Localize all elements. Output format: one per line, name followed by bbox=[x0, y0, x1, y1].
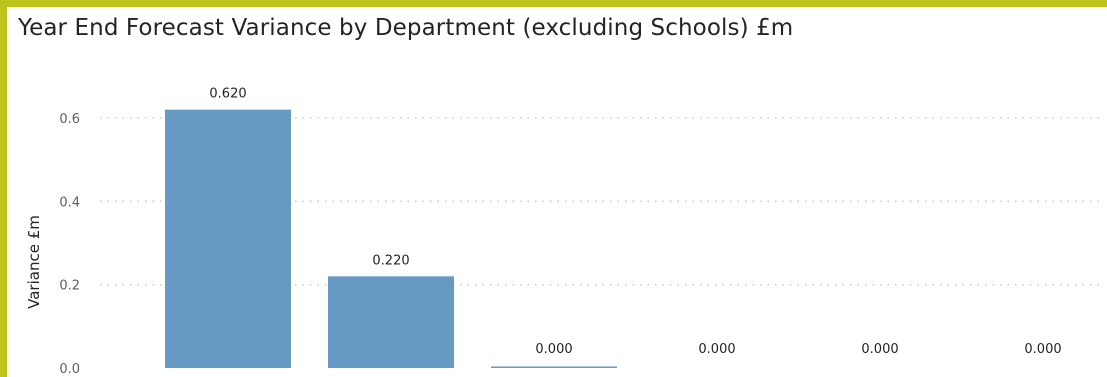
visual-border-top bbox=[0, 0, 1107, 7]
y-axis-ticks: 0.0 0.2 0.4 0.6 bbox=[59, 112, 80, 377]
bar bbox=[491, 366, 617, 368]
bar-data-label: 0.000 bbox=[861, 342, 898, 357]
y-tick-label: 0.2 bbox=[59, 279, 80, 294]
bar bbox=[165, 109, 291, 369]
chart-title: Year End Forecast Variance by Department… bbox=[18, 15, 794, 41]
bar-data-label: 0.000 bbox=[1024, 342, 1061, 357]
visual-border-left bbox=[0, 0, 7, 377]
data-labels: 0.620 0.220 0.000 0.000 0.000 0.000 bbox=[209, 87, 1061, 357]
bar-data-label: 0.000 bbox=[698, 342, 735, 357]
bar-data-label: 0.620 bbox=[209, 87, 246, 102]
bar-data-label: 0.000 bbox=[535, 342, 572, 357]
y-axis-title: Variance £m bbox=[25, 215, 43, 309]
grid-lines bbox=[100, 117, 1100, 286]
y-tick-label: 0.6 bbox=[59, 112, 80, 127]
bar bbox=[328, 276, 454, 368]
y-tick-label: 0.4 bbox=[59, 195, 80, 210]
bar-data-label: 0.220 bbox=[372, 253, 409, 268]
bars bbox=[165, 109, 617, 369]
y-tick-label: 0.0 bbox=[59, 362, 80, 377]
